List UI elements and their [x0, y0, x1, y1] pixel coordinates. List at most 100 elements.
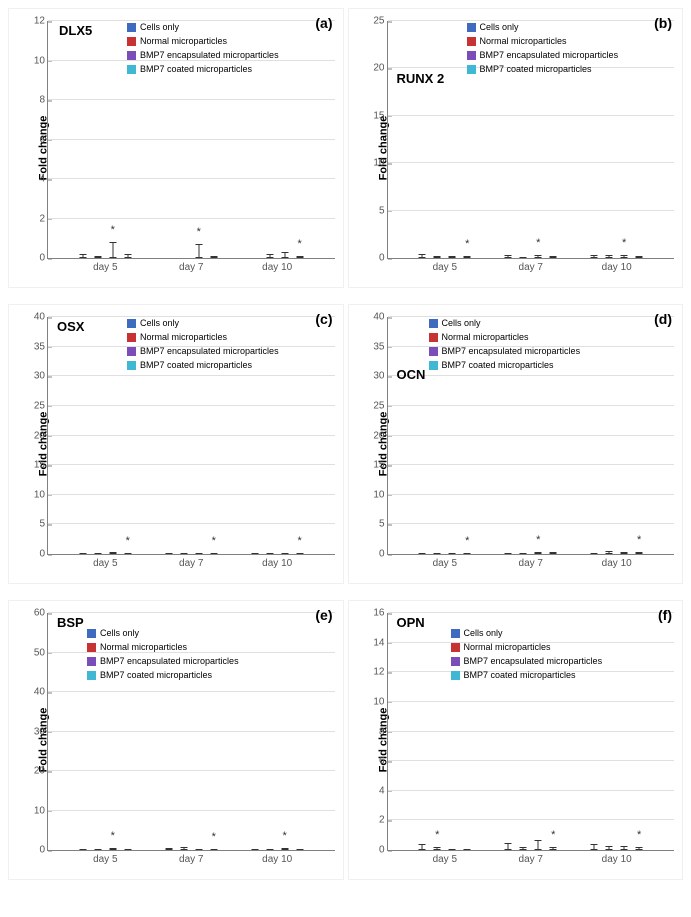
y-tick: 0 [370, 845, 388, 856]
significance-star: * [197, 226, 201, 238]
gridline [388, 464, 675, 465]
error-bar [523, 553, 524, 554]
y-tick: 60 [30, 608, 48, 619]
y-tick: 20 [370, 63, 388, 74]
legend-item: BMP7 coated microparticles [451, 669, 603, 682]
x-tick-label: day 10 [602, 554, 632, 569]
y-tick: 6 [30, 134, 48, 145]
y-tick: 0 [30, 549, 48, 560]
significance-star: * [465, 238, 469, 250]
gridline [48, 523, 335, 524]
panel-letter: (f) [658, 607, 672, 623]
legend-item: Normal microparticles [429, 331, 581, 344]
legend-label: BMP7 coated microparticles [480, 63, 592, 76]
legend-swatch [429, 361, 438, 370]
y-tick: 30 [30, 726, 48, 737]
legend-label: BMP7 coated microparticles [100, 669, 212, 682]
legend-item: BMP7 encapsulated microparticles [467, 49, 619, 62]
significance-star: * [622, 237, 626, 249]
legend-item: BMP7 coated microparticles [87, 669, 239, 682]
error-bar [467, 256, 468, 258]
error-bar [508, 255, 509, 258]
legend-item: BMP7 encapsulated microparticles [451, 655, 603, 668]
gridline [48, 218, 335, 219]
error-bar [609, 255, 610, 258]
legend-label: Normal microparticles [140, 35, 227, 48]
y-tick: 10 [30, 805, 48, 816]
legend-item: Normal microparticles [127, 331, 279, 344]
error-bar [508, 553, 509, 554]
gene-title: RUNX 2 [397, 71, 445, 86]
error-bar [538, 840, 539, 851]
panel-osx: (c)OSXCells onlyNormal microparticlesBMP… [8, 304, 344, 584]
significance-star: * [435, 829, 439, 841]
y-tick: 12 [370, 667, 388, 678]
x-tick-label: day 5 [433, 258, 457, 273]
error-bar [213, 553, 214, 554]
legend-item: Cells only [127, 317, 279, 330]
error-bar [269, 254, 270, 258]
error-bar [183, 553, 184, 554]
x-tick-label: day 7 [179, 554, 203, 569]
gene-title: DLX5 [59, 23, 92, 38]
y-tick: 2 [30, 213, 48, 224]
error-bar [198, 244, 199, 258]
y-tick: 0 [30, 845, 48, 856]
legend-label: Normal microparticles [442, 331, 529, 344]
error-bar [284, 553, 285, 554]
legend-label: Cells only [480, 21, 519, 34]
legend-label: BMP7 encapsulated microparticles [100, 655, 239, 668]
legend-item: BMP7 coated microparticles [127, 63, 279, 76]
error-bar [467, 553, 468, 554]
error-bar [594, 255, 595, 258]
y-tick: 4 [30, 174, 48, 185]
error-bar [269, 849, 270, 850]
y-tick: 4 [370, 785, 388, 796]
y-tick: 5 [370, 519, 388, 530]
error-bar [609, 551, 610, 554]
significance-star: * [637, 534, 641, 546]
error-bar [508, 843, 509, 851]
error-bar [639, 847, 640, 850]
gridline [388, 612, 675, 613]
x-tick-label: day 5 [93, 850, 117, 865]
legend-swatch [451, 657, 460, 666]
legend-item: Normal microparticles [87, 641, 239, 654]
y-tick: 50 [30, 647, 48, 658]
legend-swatch [467, 37, 476, 46]
legend-label: BMP7 encapsulated microparticles [480, 49, 619, 62]
y-tick: 30 [30, 371, 48, 382]
gridline [48, 464, 335, 465]
gridline [388, 790, 675, 791]
legend-label: Normal microparticles [140, 331, 227, 344]
x-tick-label: day 7 [179, 850, 203, 865]
legend-swatch [467, 23, 476, 32]
y-tick: 0 [370, 549, 388, 560]
panel-runx2: (b)RUNX 2Cells onlyNormal microparticles… [348, 8, 684, 288]
legend-item: Normal microparticles [467, 35, 619, 48]
error-bar [269, 553, 270, 554]
significance-star: * [126, 535, 130, 547]
significance-star: * [298, 535, 302, 547]
chart-grid: (a)DLX5Cells onlyNormal microparticlesBM… [8, 8, 683, 880]
legend-swatch [127, 51, 136, 60]
y-tick: 8 [370, 726, 388, 737]
error-bar [639, 256, 640, 258]
legend-label: Cells only [100, 627, 139, 640]
error-bar [538, 552, 539, 554]
gridline [388, 375, 675, 376]
legend-label: BMP7 coated microparticles [442, 359, 554, 372]
y-tick: 20 [30, 766, 48, 777]
legend-swatch [429, 333, 438, 342]
legend-swatch [429, 347, 438, 356]
legend-item: BMP7 encapsulated microparticles [429, 345, 581, 358]
legend: Cells onlyNormal microparticlesBMP7 enca… [87, 627, 239, 683]
x-tick-label: day 5 [433, 554, 457, 569]
y-tick: 14 [370, 637, 388, 648]
gridline [48, 178, 335, 179]
legend-swatch [451, 671, 460, 680]
error-bar [624, 846, 625, 851]
legend-label: Normal microparticles [100, 641, 187, 654]
gridline [48, 375, 335, 376]
y-tick: 15 [370, 460, 388, 471]
